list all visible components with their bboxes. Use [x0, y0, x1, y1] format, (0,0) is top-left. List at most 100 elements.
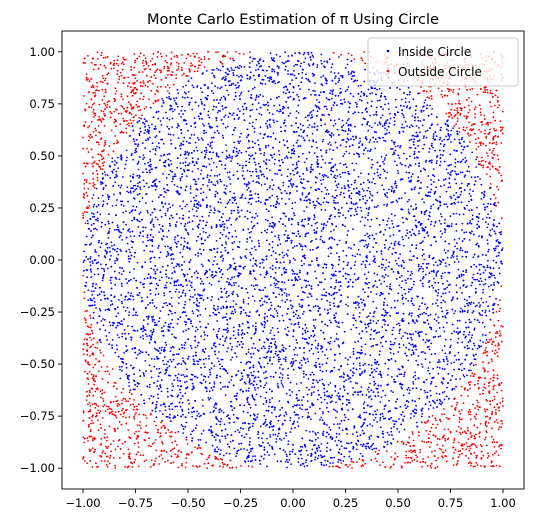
- outside-point: [489, 175, 492, 178]
- outside-point: [500, 325, 502, 327]
- inside-point: [282, 346, 285, 349]
- inside-point: [223, 116, 226, 118]
- inside-point: [146, 171, 148, 174]
- outside-point: [125, 416, 127, 419]
- inside-point: [135, 187, 138, 190]
- inside-point: [239, 140, 242, 143]
- inside-point: [307, 232, 310, 234]
- outside-point: [84, 121, 87, 124]
- outside-point: [493, 129, 496, 132]
- outside-point: [121, 106, 124, 108]
- inside-point: [443, 390, 446, 393]
- inside-point: [441, 349, 444, 352]
- inside-point: [338, 448, 341, 451]
- inside-point: [142, 230, 145, 233]
- inside-point: [385, 314, 387, 316]
- inside-point: [109, 177, 112, 179]
- inside-point: [305, 284, 308, 287]
- inside-point: [206, 184, 209, 187]
- inside-point: [248, 315, 251, 318]
- inside-point: [484, 311, 487, 314]
- inside-point: [103, 255, 106, 258]
- inside-point: [314, 432, 317, 434]
- inside-point: [492, 223, 495, 226]
- inside-point: [118, 272, 121, 274]
- inside-point: [293, 174, 295, 176]
- outside-point: [186, 75, 189, 78]
- outside-point: [172, 83, 175, 86]
- inside-point: [188, 289, 191, 292]
- inside-point: [450, 197, 453, 200]
- outside-point: [479, 163, 481, 166]
- inside-point: [220, 449, 222, 452]
- inside-point: [459, 171, 462, 174]
- inside-point: [482, 301, 485, 304]
- inside-point: [238, 94, 241, 97]
- inside-point: [224, 385, 226, 388]
- inside-point: [472, 190, 474, 193]
- inside-point: [330, 66, 333, 69]
- inside-point: [190, 125, 193, 128]
- outside-point: [137, 446, 140, 448]
- outside-point: [488, 339, 491, 341]
- outside-point: [200, 61, 203, 64]
- inside-point: [460, 190, 463, 193]
- inside-point: [151, 218, 154, 220]
- inside-point: [130, 339, 133, 341]
- inside-point: [177, 430, 180, 433]
- inside-point: [131, 152, 133, 155]
- inside-point: [161, 229, 164, 232]
- inside-point: [202, 242, 205, 245]
- inside-point: [364, 291, 366, 294]
- inside-point: [248, 122, 251, 125]
- inside-point: [473, 263, 475, 266]
- inside-point: [295, 383, 298, 385]
- inside-point: [370, 367, 373, 370]
- inside-point: [269, 398, 271, 401]
- inside-point: [347, 358, 349, 361]
- outside-point: [161, 457, 164, 460]
- inside-point: [347, 71, 350, 73]
- outside-point: [91, 419, 93, 422]
- inside-point: [405, 171, 408, 174]
- inside-point: [106, 194, 109, 197]
- inside-point: [322, 430, 325, 433]
- outside-point: [190, 64, 192, 67]
- inside-point: [459, 378, 461, 380]
- inside-point: [122, 306, 125, 309]
- outside-point: [463, 115, 466, 117]
- inside-point: [94, 249, 97, 251]
- inside-point: [280, 363, 283, 366]
- outside-point: [126, 123, 128, 126]
- outside-point: [464, 129, 466, 132]
- outside-point: [169, 431, 172, 434]
- inside-point: [312, 352, 315, 355]
- inside-point: [376, 421, 378, 423]
- outside-point: [469, 141, 471, 144]
- inside-point: [255, 108, 258, 111]
- inside-point: [276, 120, 278, 123]
- inside-point: [308, 64, 311, 67]
- inside-point: [192, 429, 195, 432]
- inside-point: [394, 141, 396, 144]
- inside-point: [228, 70, 231, 72]
- inside-point: [422, 147, 424, 150]
- inside-point: [454, 198, 457, 201]
- outside-point: [124, 398, 127, 400]
- inside-point: [246, 169, 249, 172]
- inside-point: [379, 294, 381, 297]
- inside-point: [469, 369, 472, 372]
- inside-point: [221, 105, 224, 108]
- outside-point: [139, 109, 142, 111]
- inside-point: [458, 319, 461, 322]
- inside-point: [295, 359, 297, 362]
- inside-point: [455, 359, 458, 361]
- inside-point: [423, 101, 426, 104]
- outside-point: [123, 411, 126, 414]
- inside-point: [193, 289, 196, 291]
- inside-point: [466, 299, 468, 302]
- inside-point: [485, 314, 488, 317]
- inside-point: [306, 195, 308, 198]
- inside-point: [461, 249, 464, 252]
- inside-point: [111, 339, 114, 341]
